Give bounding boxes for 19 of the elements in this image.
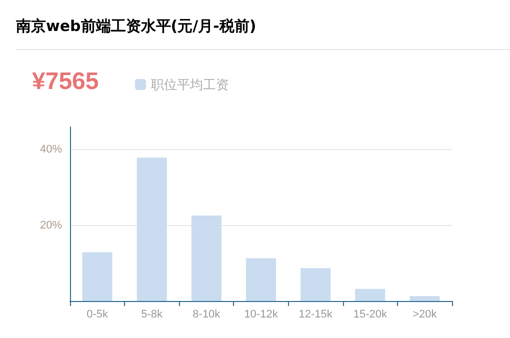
chart-title: 南京web前端工资水平(元/月-税前): [16, 17, 256, 36]
bar: [355, 288, 386, 301]
x-tick-label: 12-15k: [298, 308, 333, 320]
legend-label: 职位平均工资: [151, 77, 229, 92]
x-tick-label: >20k: [412, 308, 438, 320]
x-tick-label: 8-10k: [192, 308, 221, 320]
bar: [136, 158, 167, 301]
bar: [410, 296, 440, 301]
bar: [246, 258, 276, 301]
bar: [300, 268, 331, 301]
y-tick-label: 20%: [40, 219, 62, 232]
x-tick-label: 0-5k: [86, 308, 108, 320]
x-tick-label: 10-12k: [244, 308, 278, 320]
x-tick-label: 5-8k: [141, 308, 164, 320]
x-tick-label: 15-20k: [353, 308, 388, 320]
bar: [82, 252, 112, 301]
bar: [191, 216, 222, 301]
y-tick-label: 40%: [40, 144, 62, 156]
text: ¥7565: [32, 68, 99, 96]
